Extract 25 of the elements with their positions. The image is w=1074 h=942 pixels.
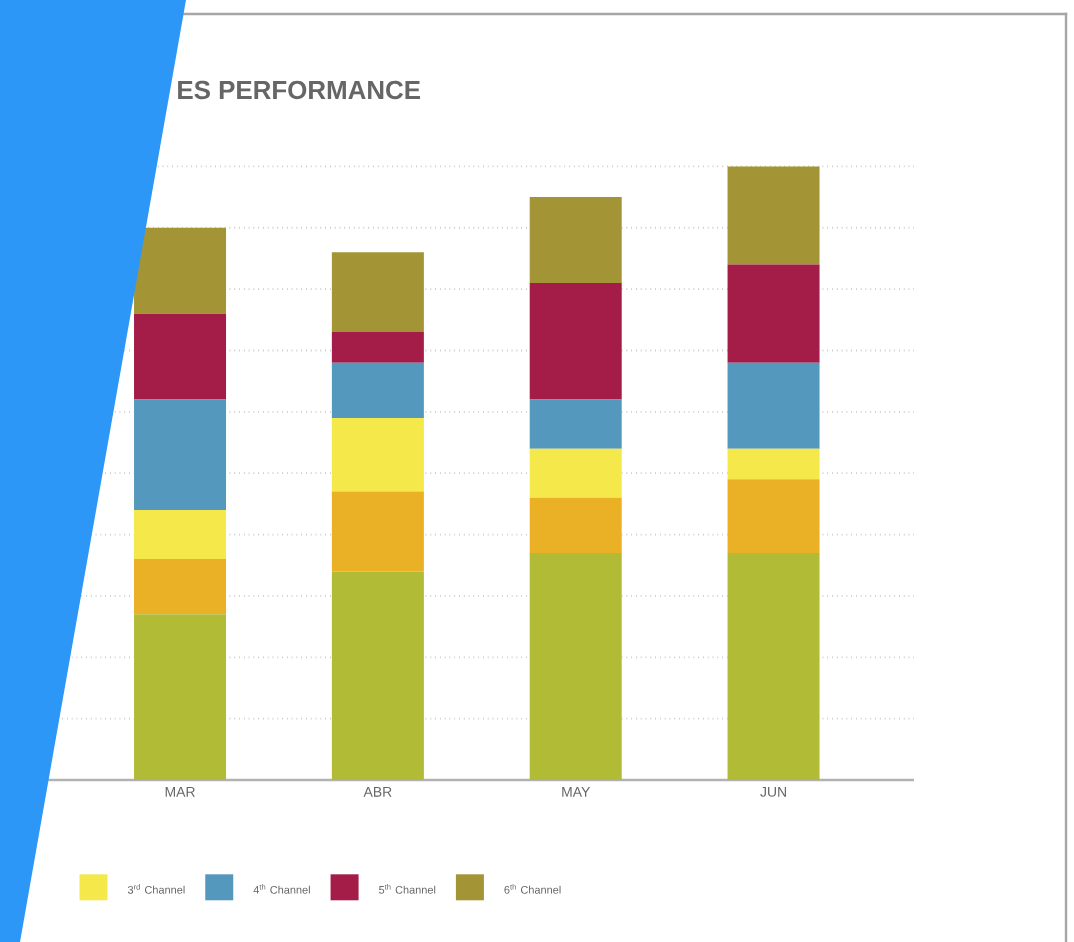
bar [727, 362, 820, 449]
bar [331, 417, 424, 492]
bar [134, 510, 227, 560]
bar [529, 448, 622, 498]
bar [727, 552, 820, 780]
bar [134, 559, 227, 615]
bar [134, 227, 227, 314]
bar [529, 552, 622, 780]
bar [331, 332, 424, 363]
bar [331, 491, 424, 572]
bar [134, 399, 227, 511]
chart-title: ES PERFORMANCE [178, 80, 421, 100]
bar [529, 282, 622, 400]
bar [529, 497, 622, 553]
bar [727, 264, 820, 363]
bar [134, 614, 227, 780]
bar [331, 571, 424, 780]
bar [727, 479, 820, 553]
bar [529, 197, 622, 283]
bar [727, 166, 820, 265]
bar [529, 399, 622, 449]
bar [727, 448, 820, 480]
bar [331, 362, 424, 418]
bar [331, 252, 424, 333]
bar [134, 313, 227, 400]
